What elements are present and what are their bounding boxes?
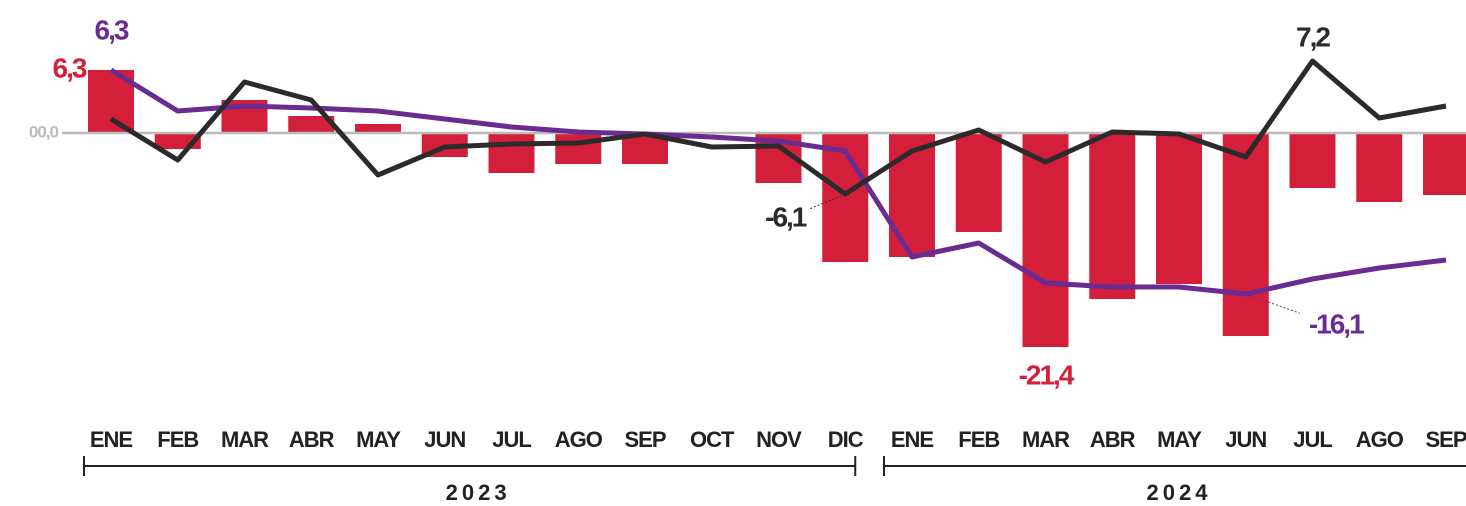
x-tick-label: FEB <box>157 427 198 452</box>
x-tick-label: AGO <box>1356 427 1404 452</box>
bar <box>1222 133 1269 336</box>
x-tick-label: MAY <box>356 427 401 452</box>
x-tick-label: ENE <box>891 427 934 452</box>
x-tick-label: SEP <box>624 427 665 452</box>
x-tick-label: JUL <box>492 427 531 452</box>
x-tick-label: JUN <box>1225 427 1266 452</box>
value-label: 7,2 <box>1296 21 1330 52</box>
bar <box>1356 133 1403 202</box>
bar <box>288 116 335 133</box>
x-tick-label: NOV <box>756 427 802 452</box>
bar <box>1289 133 1336 188</box>
x-tick-label: ENE <box>90 427 133 452</box>
x-tick-label: JUN <box>424 427 465 452</box>
x-tick-label: MAR <box>1022 427 1070 452</box>
value-label: -16,1 <box>1309 308 1364 339</box>
axis: 00,0 ENE FEB MAR ABR MAY JUN JUL AGO SEP OCT NOV DIC… <box>29 122 1466 505</box>
value-label: -21,4 <box>1019 359 1075 390</box>
x-tick-label: MAR <box>221 427 269 452</box>
line <box>109 67 1447 297</box>
bar <box>1156 133 1202 284</box>
x-tick-label: ABR <box>1090 427 1136 452</box>
labels: 6,3 -21,4 6,3 -16,1 -6,1 7,2 <box>53 14 1367 390</box>
x-tick-label: MAY <box>1157 427 1202 452</box>
bar <box>488 133 535 173</box>
leader-line <box>1245 293 1300 314</box>
x-tick-label: FEB <box>958 427 999 452</box>
bar <box>1022 133 1069 347</box>
x-tick-label: JUL <box>1293 427 1332 452</box>
leader-line <box>809 193 846 210</box>
bar <box>955 133 1002 232</box>
bar <box>1089 133 1136 299</box>
x-tick-label: AGO <box>555 427 603 452</box>
value-label: 6,3 <box>95 14 129 45</box>
group-label: 2023 <box>446 480 511 505</box>
x-tick-label: ABR <box>289 427 335 452</box>
value-label: -6,1 <box>765 201 807 232</box>
group-label: 2024 <box>1147 480 1212 505</box>
line <box>109 58 1447 197</box>
bar <box>355 124 401 133</box>
x-tick-label: OCT <box>690 427 735 452</box>
y-tick-label: 00,0 <box>29 122 59 141</box>
value-label: 6,3 <box>53 52 87 83</box>
lines <box>109 58 1447 297</box>
bar <box>555 133 602 164</box>
bar <box>1423 133 1466 195</box>
x-tick-label: DIC <box>828 427 864 452</box>
x-tick-label: SEP <box>1425 427 1466 452</box>
